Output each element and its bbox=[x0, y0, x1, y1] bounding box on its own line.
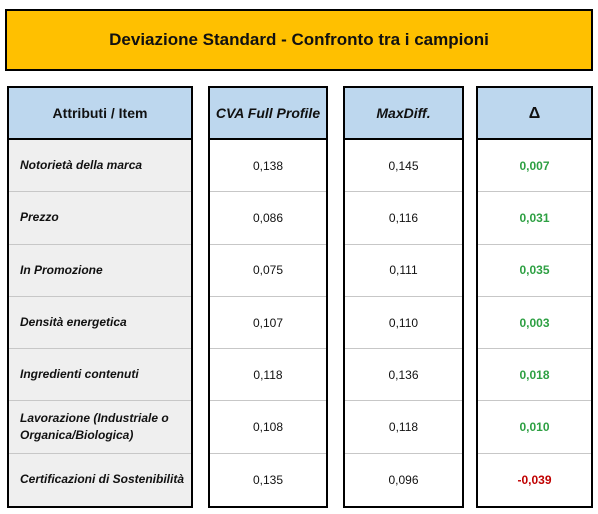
cva-value: 0,118 bbox=[210, 349, 326, 402]
cva-value: 0,075 bbox=[210, 245, 326, 297]
attribute-column: Attributi / Item Notorietà della marca P… bbox=[7, 86, 193, 509]
cva-value: 0,107 bbox=[210, 297, 326, 350]
attribute-cell: Ingredienti contenuti bbox=[9, 349, 191, 402]
cva-value: 0,138 bbox=[210, 140, 326, 193]
maxdiff-value: 0,136 bbox=[345, 349, 462, 402]
delta-value: 0,035 bbox=[478, 245, 591, 297]
delta-value: 0,010 bbox=[478, 401, 591, 454]
delta-column: Δ 0,007 0,031 0,035 0,003 0,018 0,010 -0… bbox=[476, 86, 593, 509]
delta-value: 0,018 bbox=[478, 349, 591, 402]
cva-value: 0,135 bbox=[252, 472, 284, 487]
cva-value: 0,108 bbox=[210, 401, 326, 454]
maxdiff-header: MaxDiff. bbox=[345, 88, 462, 140]
maxdiff-value: 0,096 bbox=[388, 472, 419, 487]
delta-value: 0,003 bbox=[478, 297, 591, 350]
maxdiff-value: 0,116 bbox=[345, 192, 462, 245]
cva-value: 0,086 bbox=[210, 192, 326, 245]
page-title: Deviazione Standard - Confronto tra i ca… bbox=[5, 9, 593, 71]
maxdiff-value: 0,111 bbox=[345, 245, 462, 297]
attribute-cell: Certificazioni di Sostenibilità bbox=[9, 453, 191, 507]
attribute-cell: In Promozione bbox=[9, 244, 191, 297]
cva-column: CVA Full Profile 0,138 0,086 0,075 0,107… bbox=[208, 86, 328, 509]
attribute-cell: Lavorazione (Industriale o Organica/Biol… bbox=[9, 401, 191, 454]
attribute-cell: Densità energetica bbox=[9, 296, 191, 350]
maxdiff-value: 0,145 bbox=[345, 140, 462, 193]
attribute-cell: Notorietà della marca bbox=[9, 140, 191, 193]
maxdiff-column: MaxDiff. 0,145 0,116 0,111 0,110 0,136 0… bbox=[343, 86, 464, 509]
delta-value: -0,039 bbox=[517, 472, 552, 487]
maxdiff-value: 0,118 bbox=[345, 401, 462, 454]
delta-value: 0,031 bbox=[478, 192, 591, 245]
attribute-header: Attributi / Item bbox=[9, 88, 191, 140]
delta-value: 0,007 bbox=[478, 140, 591, 193]
maxdiff-value: 0,110 bbox=[345, 297, 462, 350]
delta-header: Δ bbox=[478, 88, 591, 140]
cva-header: CVA Full Profile bbox=[210, 88, 326, 140]
attribute-cell: Prezzo bbox=[9, 192, 191, 245]
